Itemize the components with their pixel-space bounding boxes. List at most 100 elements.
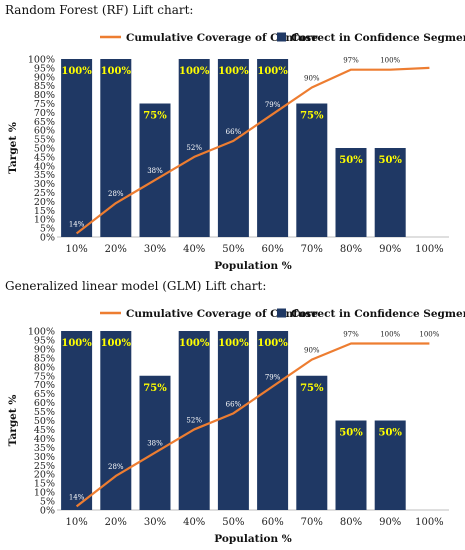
bar-50% xyxy=(217,331,249,510)
y-tick-label: 20% xyxy=(34,197,55,208)
line-point-label: 14% xyxy=(69,220,85,228)
bar-70% xyxy=(296,375,328,510)
y-tick-label: 70% xyxy=(34,108,55,119)
x-tick-label: 100% xyxy=(415,244,444,255)
y-tick-label: 5% xyxy=(40,224,55,235)
line-point-label: 100% xyxy=(419,331,439,339)
bar-60% xyxy=(257,331,289,510)
cumulative-coverage-line xyxy=(75,66,430,235)
line-point-label: 28% xyxy=(108,190,124,198)
x-tick-label: 30% xyxy=(144,517,166,528)
y-tick-label: 90% xyxy=(34,72,55,83)
bar-label: 100% xyxy=(218,338,249,349)
line-point-label: 38% xyxy=(147,440,163,448)
y-tick-label: 90% xyxy=(34,344,55,355)
y-tick-label: 55% xyxy=(34,407,55,418)
y-axis-title: Target % xyxy=(7,395,19,447)
y-tick-label: 95% xyxy=(34,335,55,346)
x-tick-label: 80% xyxy=(340,244,362,255)
y-tick-label: 10% xyxy=(34,215,55,226)
bar-label: 50% xyxy=(339,155,363,166)
legend-line-label: Cumulative Coverage of Confuse xyxy=(126,32,318,44)
line-point-label: 100% xyxy=(380,57,400,65)
legend-bar-swatch xyxy=(277,32,286,42)
x-tick-label: 50% xyxy=(222,517,244,528)
y-tick-label: 5% xyxy=(40,497,55,508)
line-point-label: 14% xyxy=(69,493,85,501)
line-point-label: 90% xyxy=(304,74,320,82)
line-point-label: 90% xyxy=(304,347,320,355)
bar-90% xyxy=(374,420,406,510)
y-tick-label: 55% xyxy=(34,135,55,146)
y-tick-label: 100% xyxy=(28,327,55,338)
y-tick-label: 85% xyxy=(34,353,55,364)
bar-40% xyxy=(178,59,210,237)
bar-label: 75% xyxy=(300,111,324,122)
bar-label: 100% xyxy=(257,338,288,349)
x-tick-label: 10% xyxy=(65,244,87,255)
line-point-label: 52% xyxy=(186,416,202,424)
y-tick-label: 65% xyxy=(34,117,55,128)
y-tick-label: 30% xyxy=(34,452,55,463)
x-tick-label: 70% xyxy=(301,517,323,528)
y-tick-label: 40% xyxy=(34,161,55,172)
y-tick-label: 20% xyxy=(34,470,55,481)
bar-10% xyxy=(61,331,93,510)
chart-title-glm: Generalized linear model (GLM) Lift char… xyxy=(5,279,267,293)
legend-bar-label: Correct in Confidence Segment xyxy=(291,32,465,44)
line-point-label: 38% xyxy=(147,167,163,175)
y-tick-label: 60% xyxy=(34,126,55,137)
line-point-label: 28% xyxy=(108,463,124,471)
x-tick-label: 60% xyxy=(261,517,283,528)
bar-label: 75% xyxy=(300,383,324,394)
x-tick-label: 70% xyxy=(301,244,323,255)
x-tick-label: 90% xyxy=(379,517,401,528)
y-tick-label: 35% xyxy=(34,443,55,454)
legend-bar-label: Correct in Confidence Segment xyxy=(291,308,465,320)
y-tick-label: 65% xyxy=(34,389,55,400)
bar-label: 100% xyxy=(257,66,288,77)
legend-bar-swatch xyxy=(277,308,286,318)
line-point-label: 66% xyxy=(226,400,242,408)
x-tick-label: 50% xyxy=(222,244,244,255)
y-tick-label: 25% xyxy=(34,188,55,199)
line-point-label: 79% xyxy=(265,373,281,381)
bar-label: 100% xyxy=(179,338,210,349)
bar-80% xyxy=(335,420,367,510)
bar-label: 100% xyxy=(101,66,132,77)
x-tick-label: 20% xyxy=(105,517,127,528)
y-tick-label: 80% xyxy=(34,362,55,373)
y-tick-label: 0% xyxy=(40,506,55,517)
y-tick-label: 75% xyxy=(34,371,55,382)
y-tick-label: 40% xyxy=(34,434,55,445)
x-tick-label: 30% xyxy=(144,244,166,255)
y-tick-label: 45% xyxy=(34,152,55,163)
bar-label: 50% xyxy=(378,428,402,439)
x-tick-label: 90% xyxy=(379,244,401,255)
y-tick-label: 15% xyxy=(34,479,55,490)
y-tick-label: 50% xyxy=(34,416,55,427)
x-tick-label: 10% xyxy=(65,517,87,528)
bar-label: 100% xyxy=(61,338,92,349)
y-tick-label: 100% xyxy=(28,55,55,66)
x-tick-label: 60% xyxy=(261,244,283,255)
y-tick-label: 60% xyxy=(34,398,55,409)
y-tick-label: 25% xyxy=(34,461,55,472)
line-point-label: 66% xyxy=(226,128,242,136)
bar-20% xyxy=(100,331,132,510)
bar-30% xyxy=(139,103,171,237)
bar-80% xyxy=(335,148,367,237)
x-axis-title: Population % xyxy=(214,260,292,272)
y-tick-label: 70% xyxy=(34,380,55,391)
bar-label: 100% xyxy=(218,66,249,77)
bar-30% xyxy=(139,375,171,510)
x-tick-label: 40% xyxy=(183,517,205,528)
y-tick-label: 45% xyxy=(34,425,55,436)
line-point-label: 52% xyxy=(186,144,202,152)
bar-90% xyxy=(374,148,406,237)
y-tick-label: 0% xyxy=(40,233,55,244)
x-tick-label: 80% xyxy=(340,517,362,528)
line-point-label: 97% xyxy=(343,57,359,65)
